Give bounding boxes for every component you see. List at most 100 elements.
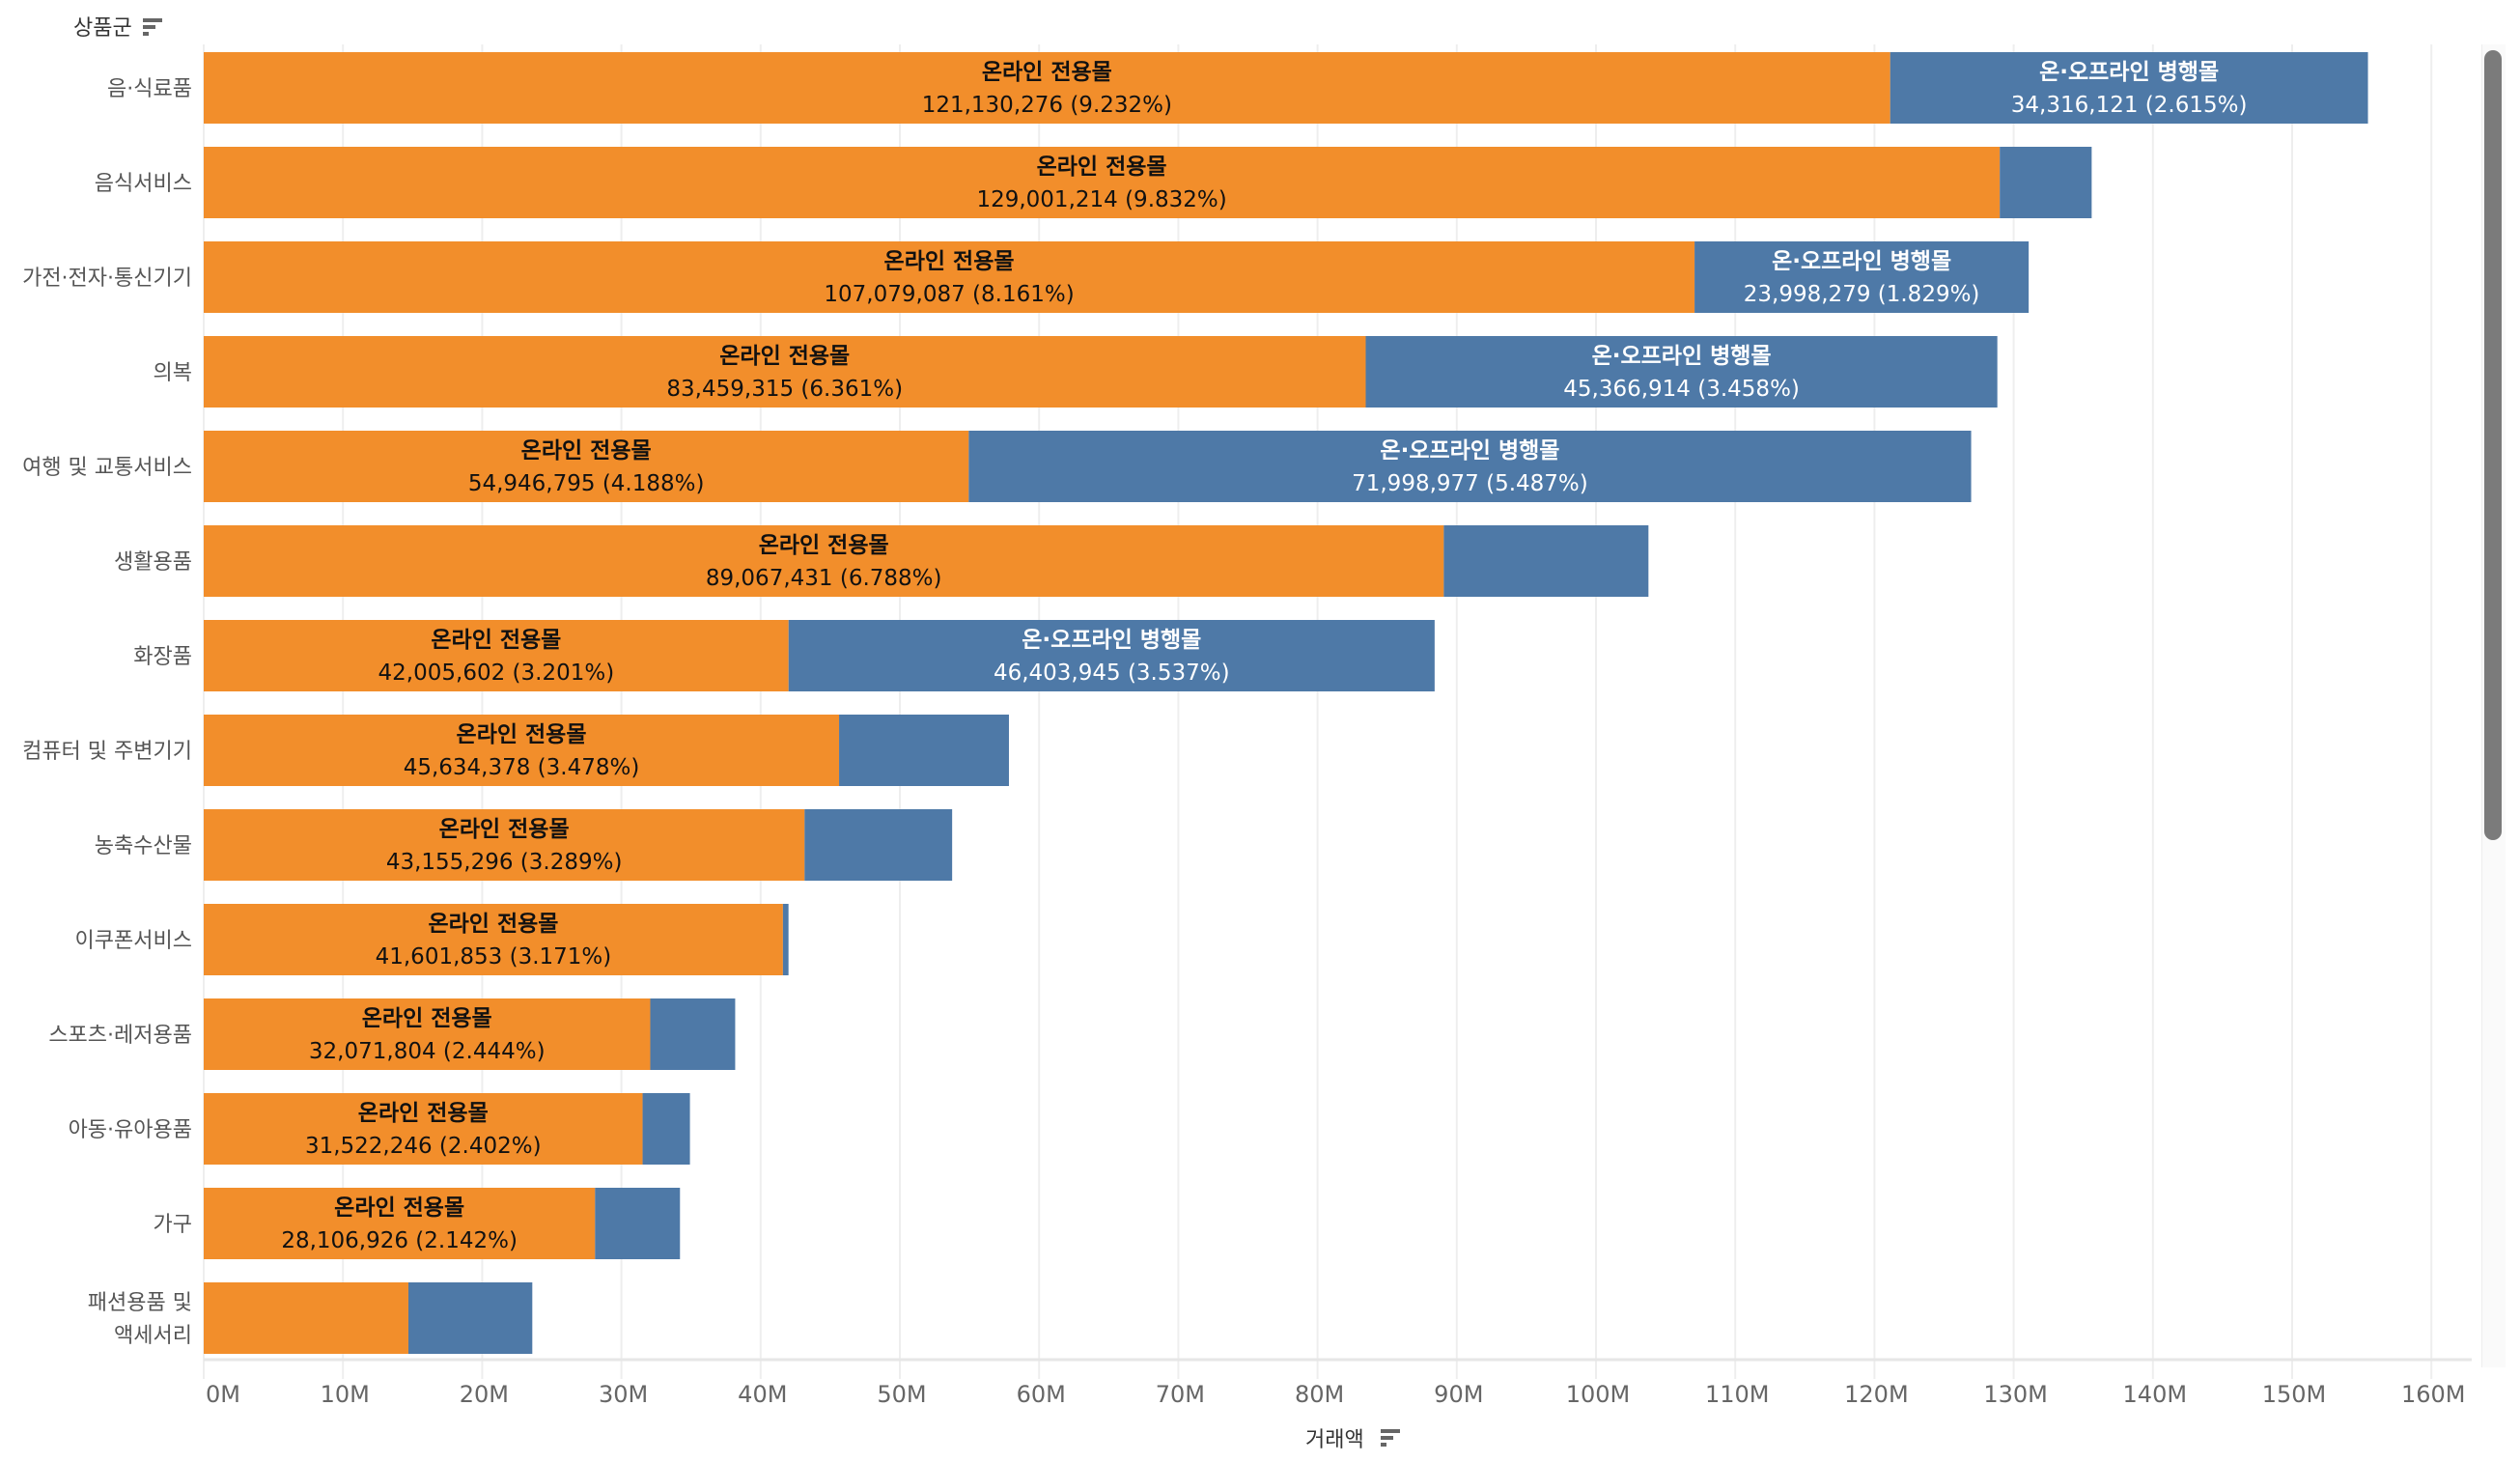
- x-tick-label: 70M: [1156, 1381, 1205, 1408]
- bar-segment-online-only[interactable]: [204, 620, 789, 691]
- segment-series-label: 온라인 전용몰: [982, 60, 1112, 85]
- category-label: 액세서리: [114, 1324, 192, 1348]
- bar-segment-online-only[interactable]: [204, 241, 1695, 313]
- segment-value-label: 34,316,121 (2.615%): [2011, 93, 2248, 118]
- segment-series-label: 온라인 전용몰: [884, 249, 1015, 274]
- segment-series-label: 온라인 전용몰: [334, 1195, 464, 1221]
- bar-segment-online-offline[interactable]: [650, 998, 736, 1070]
- bar-segment-online-only[interactable]: [204, 431, 969, 502]
- bar-segment-online-only[interactable]: [204, 1093, 643, 1165]
- y-sort-icon[interactable]: [143, 18, 162, 36]
- segment-value-label: 42,005,602 (3.201%): [378, 661, 615, 686]
- segment-value-label: 89,067,431 (6.788%): [706, 566, 942, 591]
- x-tick-label: 40M: [738, 1381, 787, 1408]
- category-label: 패션용품 및: [88, 1291, 192, 1315]
- segment-value-label: 83,459,315 (6.361%): [666, 377, 903, 402]
- bar-segment-online-only[interactable]: [204, 336, 1366, 408]
- x-tick-label: 20M: [460, 1381, 509, 1408]
- segment-value-label: 107,079,087 (8.161%): [824, 282, 1074, 307]
- segment-value-label: 28,106,926 (2.142%): [281, 1228, 518, 1253]
- bar-segment-online-offline[interactable]: [788, 620, 1435, 691]
- segment-series-label: 온라인 전용몰: [439, 817, 570, 842]
- bars: 온라인 전용몰 121,130,276 (9.232%) 온·오프라인 병행몰 34,…: [204, 52, 2368, 1354]
- bar-segment-online-only[interactable]: [204, 904, 783, 975]
- bar-segment-online-offline[interactable]: [782, 904, 789, 975]
- x-tick-label: 140M: [2123, 1381, 2188, 1408]
- bar-segment-online-only[interactable]: [204, 715, 840, 786]
- x-tick-label: 100M: [1566, 1381, 1631, 1408]
- bar-segment-online-offline[interactable]: [1365, 336, 1998, 408]
- segment-value-label: 45,366,914 (3.458%): [1563, 377, 1800, 402]
- x-tick-label: 160M: [2401, 1381, 2466, 1408]
- x-tick-label: 30M: [599, 1381, 648, 1408]
- bar-segment-online-offline[interactable]: [839, 715, 1009, 786]
- category-label: 음식서비스: [95, 172, 192, 196]
- category-label: 여행 및 교통서비스: [22, 456, 192, 480]
- x-axis-title: 거래액: [1305, 1428, 1364, 1452]
- segment-value-label: 54,946,795 (4.188%): [468, 471, 705, 496]
- bar-segment-online-only[interactable]: [204, 998, 651, 1070]
- segment-value-label: 45,634,378 (3.478%): [404, 755, 640, 780]
- bar-segment-online-offline[interactable]: [595, 1188, 681, 1259]
- segment-value-label: 41,601,853 (3.171%): [376, 944, 612, 970]
- segment-series-label: 온라인 전용몰: [428, 912, 558, 937]
- bar-segment-online-offline[interactable]: [968, 431, 1972, 502]
- x-tick-label: 50M: [877, 1381, 926, 1408]
- category-label: 아동·유아용품: [69, 1118, 192, 1142]
- segment-value-label: 129,001,214 (9.832%): [976, 187, 1226, 212]
- x-tick-label: 80M: [1295, 1381, 1344, 1408]
- segment-value-label: 31,522,246 (2.402%): [305, 1134, 542, 1159]
- x-tick-label: 110M: [1705, 1381, 1770, 1408]
- bar-segment-online-offline[interactable]: [804, 809, 953, 881]
- segment-series-label: 온·오프라인 병행몰: [1772, 249, 1951, 274]
- bar-segment-online-only[interactable]: [204, 147, 2001, 218]
- category-label: 생활용품: [114, 550, 192, 575]
- category-label: 스포츠·레저용품: [48, 1024, 192, 1048]
- category-label: 가구: [154, 1213, 192, 1237]
- segment-series-label: 온·오프라인 병행몰: [1022, 628, 1201, 653]
- segment-series-label: 온라인 전용몰: [457, 722, 587, 747]
- x-tick-label: 10M: [321, 1381, 370, 1408]
- segment-series-label: 온라인 전용몰: [1037, 155, 1167, 180]
- x-sort-icon[interactable]: [1381, 1429, 1400, 1447]
- category-label: 의복: [154, 361, 192, 385]
- segment-series-label: 온·오프라인 병행몰: [1592, 344, 1772, 369]
- x-tick-label: 130M: [1983, 1381, 2048, 1408]
- segment-series-label: 온라인 전용몰: [431, 628, 561, 653]
- segment-value-label: 46,403,945 (3.537%): [994, 661, 1230, 686]
- bar-segment-online-offline[interactable]: [1694, 241, 2030, 313]
- bar-segment-online-only[interactable]: [204, 809, 805, 881]
- segment-series-label: 온라인 전용몰: [719, 344, 850, 369]
- segment-series-label: 온라인 전용몰: [521, 438, 652, 464]
- x-tick-label: 60M: [1017, 1381, 1066, 1408]
- category-label: 음·식료품: [107, 77, 192, 101]
- segment-series-label: 온·오프라인 병행몰: [2039, 60, 2219, 85]
- segment-value-label: 23,998,279 (1.829%): [1744, 282, 1980, 307]
- segment-value-label: 32,071,804 (2.444%): [309, 1039, 546, 1064]
- category-label: 농축수산물: [95, 834, 192, 858]
- segment-value-label: 71,998,977 (5.487%): [1352, 471, 1588, 496]
- bar-segment-online-only[interactable]: [204, 525, 1444, 597]
- scrollbar-thumb[interactable]: [2484, 50, 2502, 840]
- x-axis-ticks: 0M 10M 20M 30M 40M 50M 60M 70M 80M 90M 100M 110M 120…: [206, 1381, 2465, 1408]
- x-tick-label: 0M: [206, 1381, 240, 1408]
- bar-segment-online-offline[interactable]: [2000, 147, 2092, 218]
- x-tick-label: 90M: [1434, 1381, 1483, 1408]
- bar-segment-online-offline[interactable]: [1890, 52, 2368, 124]
- x-tick-label: 120M: [1844, 1381, 1909, 1408]
- segment-value-label: 43,155,296 (3.289%): [386, 850, 623, 875]
- bar-segment-online-offline[interactable]: [1443, 525, 1649, 597]
- bar-segment-online-only[interactable]: [204, 1282, 408, 1354]
- bar-segment-online-only[interactable]: [204, 52, 1890, 124]
- category-label: 컴퓨터 및 주변기기: [22, 740, 192, 764]
- x-tick-label: 150M: [2262, 1381, 2327, 1408]
- bar-segment-online-only[interactable]: [204, 1188, 596, 1259]
- segment-series-label: 온라인 전용몰: [759, 533, 889, 558]
- bar-segment-online-offline[interactable]: [642, 1093, 690, 1165]
- bar-segment-online-offline[interactable]: [407, 1282, 533, 1354]
- category-label: 가전·전자·통신기기: [22, 267, 192, 291]
- segment-value-label: 121,130,276 (9.232%): [922, 93, 1172, 118]
- segment-series-label: 온라인 전용몰: [362, 1006, 492, 1031]
